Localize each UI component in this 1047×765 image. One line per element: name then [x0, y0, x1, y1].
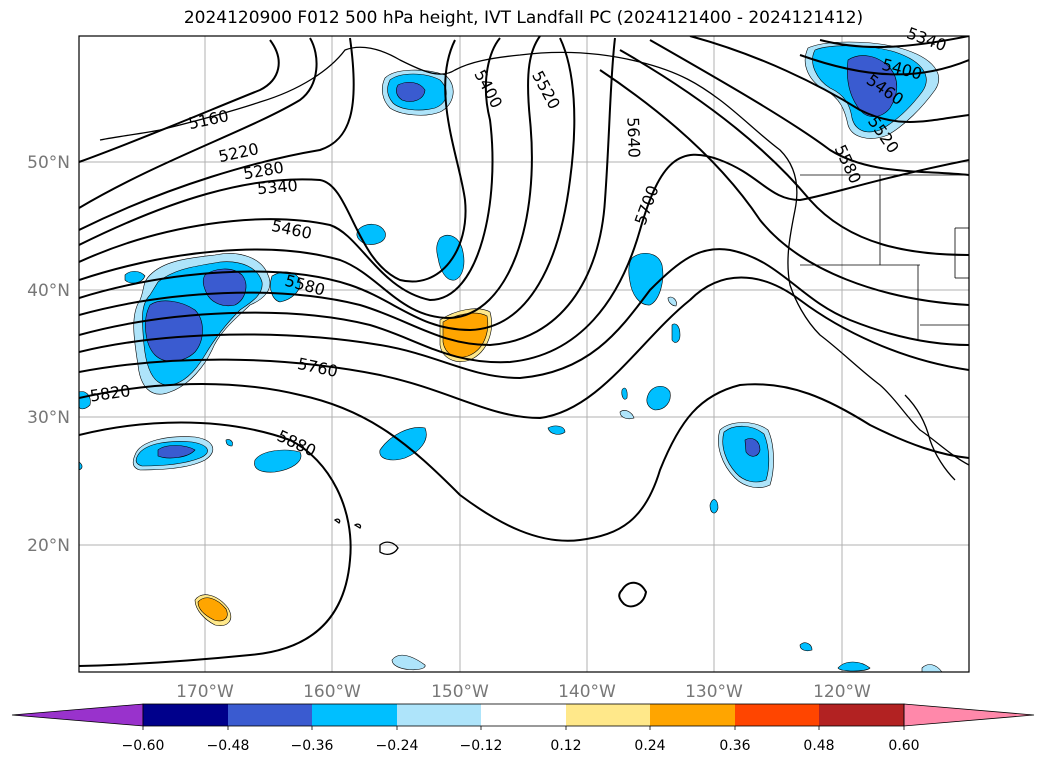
contour-label: 5340: [256, 176, 298, 198]
latitude-label: 50°N: [27, 153, 70, 173]
colorbar-bin: [312, 704, 397, 726]
map-layers: [79, 36, 969, 672]
map-border: [78, 35, 970, 673]
colorbar-bin: [819, 704, 904, 726]
longitude-label: 170°W: [176, 682, 234, 702]
colorbar-tick-label: −0.60: [122, 738, 165, 754]
colorbar-tick-label: 0.36: [719, 738, 750, 754]
colorbar: −0.60 −0.48 −0.36 −0.24 −0.12 0.12 0.24 …: [11, 703, 1035, 754]
colorbar-tick-label: 0.12: [550, 738, 581, 754]
colorbar-tick-label: −0.12: [460, 738, 503, 754]
longitude-labels: 170°W 160°W 150°W 140°W 130°W 120°W: [176, 682, 871, 702]
colorbar-extend-low: [11, 703, 144, 727]
height-contours: [79, 36, 969, 667]
colorbar-extend-high: [903, 703, 1035, 727]
colorbar-bin: [650, 704, 735, 726]
longitude-label: 150°W: [431, 682, 489, 702]
colorbar-tick-label: −0.36: [291, 738, 334, 754]
colorbar-tick-label: −0.24: [376, 738, 419, 754]
longitude-label: 120°W: [813, 682, 871, 702]
longitude-label: 160°W: [303, 682, 361, 702]
latitude-labels: 50°N 40°N 30°N 20°N: [27, 153, 70, 556]
coastlines: [99, 46, 969, 555]
colorbar-tick-label: 0.60: [888, 738, 919, 754]
latitude-label: 40°N: [27, 281, 70, 301]
colorbar-bin: [735, 704, 819, 726]
colorbar-bin: [397, 704, 481, 726]
colorbar-bin: [566, 704, 650, 726]
latitude-label: 20°N: [27, 536, 70, 556]
latitude-label: 30°N: [27, 408, 70, 428]
colorbar-bin: [228, 704, 312, 726]
colorbar-bin: [481, 704, 566, 726]
longitude-label: 130°W: [685, 682, 743, 702]
map-title: 2024120900 F012 500 hPa height, IVT Land…: [183, 8, 864, 28]
colorbar-tick-label: 0.48: [803, 738, 834, 754]
longitude-label: 140°W: [558, 682, 616, 702]
colorbar-tick-label: −0.48: [207, 738, 250, 754]
colorbar-bin: [143, 704, 228, 726]
map-area: [79, 36, 969, 672]
colorbar-tick-label: 0.24: [634, 738, 665, 754]
contour-label: 5640: [623, 117, 643, 158]
